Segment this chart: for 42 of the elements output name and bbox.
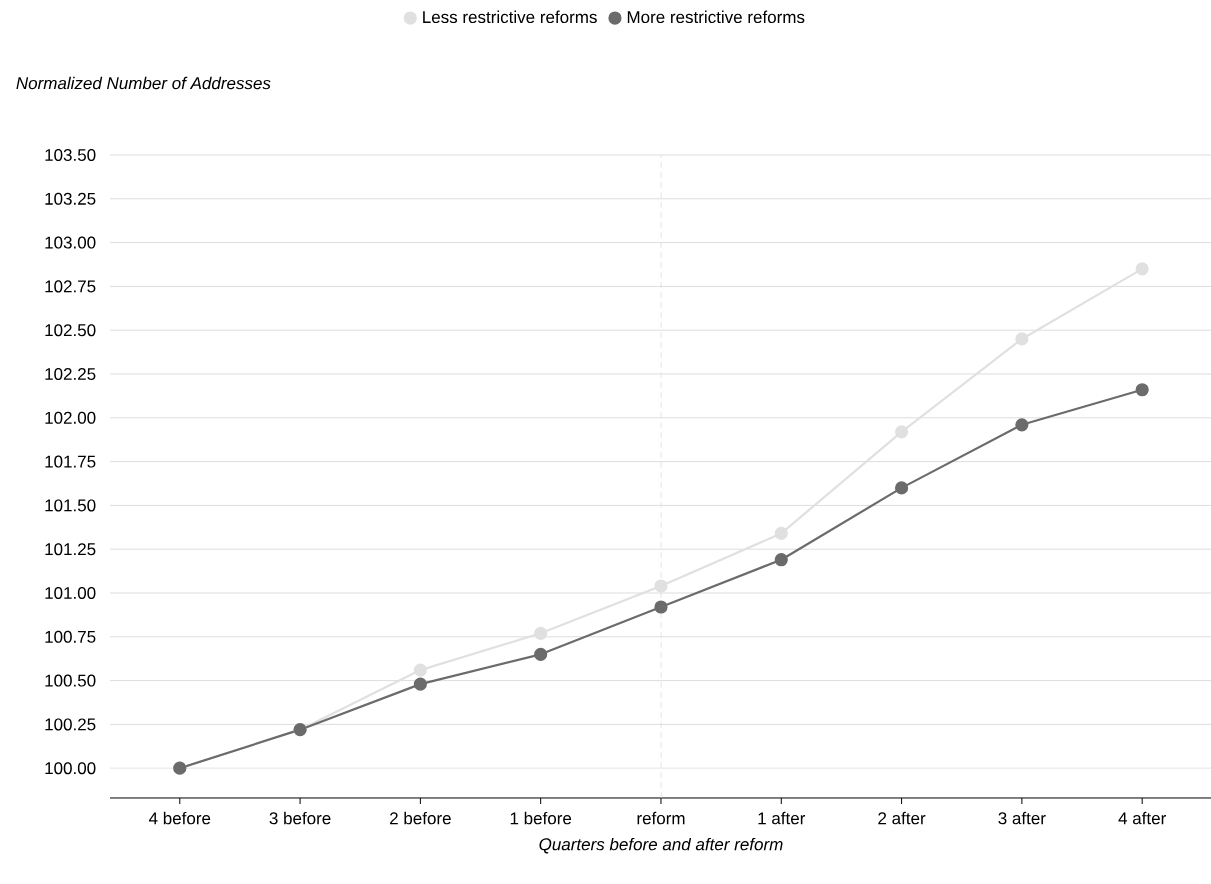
y-tick-label: 100.00 <box>45 762 96 775</box>
y-tick-label: 103.25 <box>45 192 96 205</box>
y-tick-label: 100.25 <box>45 718 96 731</box>
x-tick-label: 4 after <box>1118 811 1166 825</box>
point <box>1135 262 1149 276</box>
y-axis-title: Normalized Number of Addresses <box>16 76 271 90</box>
point <box>534 626 548 640</box>
y-tick-label: 103.50 <box>45 148 96 162</box>
point <box>534 647 548 661</box>
y-tick-label: 102.75 <box>45 280 96 293</box>
x-tick-label: 2 after <box>878 811 926 825</box>
x-tick-label: 4 before <box>148 811 211 825</box>
point <box>894 425 909 439</box>
y-tick-label: 101.50 <box>45 499 96 512</box>
y-tick-label: 102.50 <box>45 324 96 337</box>
x-tick-label: 1 after <box>758 811 806 825</box>
legend-label: Less restrictive reforms <box>423 10 597 24</box>
x-tick-label: reform <box>637 811 685 825</box>
legend-label: More restrictive reforms <box>627 10 805 24</box>
x-axis-title: Quarters before and after reform <box>539 837 783 854</box>
y-tick-label: 100.50 <box>45 674 96 687</box>
x-tick-label: 3 before <box>269 811 331 825</box>
point <box>1015 332 1029 346</box>
point <box>774 526 788 541</box>
y-tick-label: 101.25 <box>45 543 96 556</box>
point <box>1135 383 1149 397</box>
y-tick-label: 102.25 <box>45 367 96 381</box>
point <box>1015 418 1029 432</box>
y-tick-label: 100.75 <box>45 630 96 643</box>
y-tick-label: 102.00 <box>45 411 96 424</box>
y-tick-label: 103.00 <box>45 236 96 249</box>
point <box>774 553 788 567</box>
point <box>894 481 909 495</box>
point <box>413 677 427 691</box>
x-tick-label: 2 before <box>390 811 451 825</box>
x-tick-label: 1 before <box>510 811 572 825</box>
x-tick-label: 3 after <box>998 811 1046 825</box>
point <box>413 663 427 677</box>
point <box>654 579 668 593</box>
y-tick-label: 101.00 <box>45 586 96 600</box>
y-tick-label: 101.75 <box>45 455 96 468</box>
point <box>654 600 668 614</box>
